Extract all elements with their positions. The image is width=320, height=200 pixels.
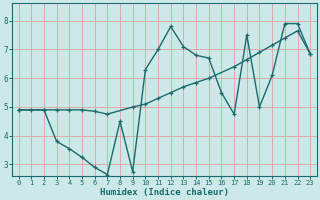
X-axis label: Humidex (Indice chaleur): Humidex (Indice chaleur) xyxy=(100,188,229,197)
